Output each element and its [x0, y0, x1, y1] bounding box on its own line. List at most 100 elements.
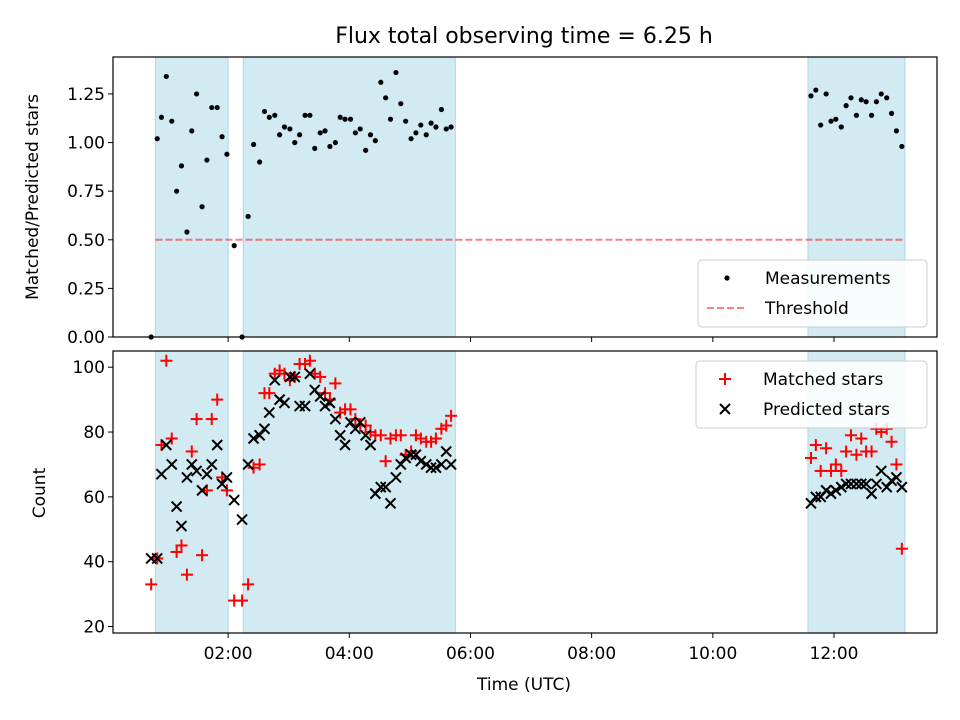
measurement-point [307, 112, 313, 118]
matched-point [180, 568, 193, 581]
predicted-point [430, 461, 442, 474]
y-tick-label: 0.75 [67, 182, 105, 202]
predicted-point [881, 481, 893, 493]
matched-point [440, 419, 453, 432]
ratio-panel: 0.00 0.25 0.50 0.75 1.00 1.25 Matched/Predict… [23, 56, 938, 348]
measurement-point [818, 122, 824, 128]
predicted-point [375, 481, 387, 493]
measurement-point [158, 114, 165, 120]
matched-point [850, 448, 863, 461]
matched-point [220, 484, 233, 497]
y-tick-label: 1.00 [67, 134, 105, 154]
matched-point [445, 409, 458, 422]
measurement-point [317, 130, 323, 136]
predicted-point [334, 429, 346, 441]
predicted-point [201, 468, 213, 480]
y-tick-label: 1.25 [67, 85, 105, 105]
predicted-point [830, 484, 842, 497]
chart-title: Flux total observing time = 6.25 h [335, 24, 713, 49]
measurement-point [342, 116, 348, 122]
measurement-point [189, 128, 195, 134]
matched-point [145, 578, 158, 591]
predicted-point [206, 458, 218, 471]
measurement-point [433, 124, 439, 130]
matched-point [236, 594, 249, 607]
y-axis: 20 40 60 80 100 [73, 358, 113, 638]
predicted-point [278, 397, 291, 409]
y-tick-label: 60 [83, 488, 105, 508]
predicted-point [170, 500, 183, 513]
y-axis: 0.00 0.25 0.50 0.75 1.00 1.25 [67, 85, 113, 348]
measurement-point [858, 97, 864, 103]
measurement-point [332, 139, 338, 146]
measurement-point [302, 112, 308, 118]
predicted-point [364, 439, 377, 451]
predicted-point [269, 374, 281, 386]
measurement-point [833, 116, 839, 122]
measurement-point [154, 136, 160, 142]
observing-span [154, 350, 229, 634]
matched-point [242, 578, 255, 591]
predicted-point [379, 481, 392, 493]
measurement-point [204, 157, 210, 163]
predicted-point [896, 481, 908, 493]
predicted-point [805, 497, 817, 510]
legend-matched-marker [719, 373, 731, 385]
matched-point [855, 432, 868, 445]
measurement-point [224, 151, 230, 157]
count-panel: 20 40 60 80 100 02:00 04:00 06:00 08:00 10:00 12:… [30, 350, 938, 695]
measurement-point [868, 112, 875, 118]
predicted-point [840, 478, 852, 490]
measurement-point [250, 141, 257, 148]
predicted-point [236, 513, 248, 526]
measurement-point [408, 136, 414, 142]
matched-point [824, 464, 837, 477]
matched-point [165, 432, 178, 445]
measurement-point [873, 99, 880, 105]
matched-point [429, 432, 442, 445]
predicted-point [160, 439, 173, 451]
matched-point [349, 413, 362, 426]
predicted-point [349, 423, 362, 435]
y-tick-label: 100 [73, 358, 105, 378]
measurement-point [281, 124, 288, 130]
measurement-point [357, 126, 363, 132]
measurement-point [287, 126, 293, 132]
predicted-point [420, 458, 432, 471]
matched-point [394, 429, 407, 442]
predicted-point [354, 416, 366, 429]
measurement-point [363, 147, 369, 153]
x-tick-label: 10:00 [688, 644, 737, 664]
measurement-point [266, 114, 272, 120]
predicted-point [825, 487, 837, 500]
measurement-point [219, 134, 225, 140]
matched-point [253, 458, 266, 471]
measurement-point [823, 91, 829, 97]
observing-span [242, 56, 456, 338]
measurement-point [199, 204, 205, 210]
measurement-point [378, 79, 384, 85]
observing-span [154, 56, 229, 338]
predicted-point [181, 471, 193, 484]
measurement-point [438, 106, 444, 113]
matched-point [175, 539, 188, 552]
measurement-point [261, 108, 268, 115]
measurement-point [403, 118, 409, 124]
measurement-point [292, 139, 298, 146]
predicted-point [855, 478, 867, 490]
measurement-point [863, 99, 869, 105]
predicted-point [405, 449, 417, 461]
matched-point [359, 419, 372, 432]
predicted-point [820, 484, 832, 497]
measurement-point [372, 138, 378, 144]
matched-point [885, 435, 898, 448]
legend-box [695, 360, 928, 429]
y-axis-label: Matched/Predicted stars [23, 94, 43, 300]
predicted-point [390, 471, 402, 484]
predicted-point [319, 400, 331, 412]
measurement-point [888, 110, 895, 116]
matched-point [840, 445, 853, 458]
predicted-point [435, 458, 448, 471]
matched-point [829, 458, 842, 471]
x-axis-label: Time (UTC) [476, 675, 571, 695]
